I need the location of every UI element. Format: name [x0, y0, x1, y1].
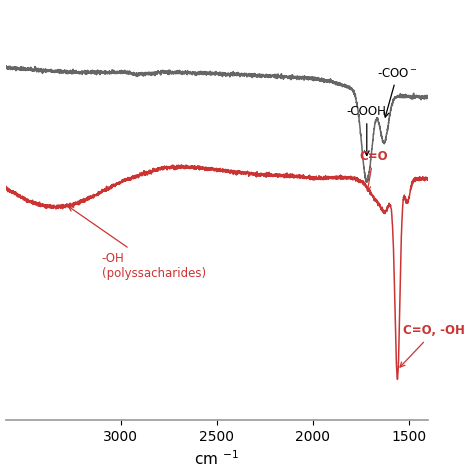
Text: C=O, -OH: C=O, -OH [400, 325, 465, 367]
Text: -OH
(polyssacharides): -OH (polyssacharides) [69, 207, 206, 280]
Text: -COOH: -COOH [347, 105, 387, 155]
X-axis label: cm $^{-1}$: cm $^{-1}$ [194, 450, 239, 468]
Text: -COO$^-$: -COO$^-$ [377, 67, 418, 117]
Text: C=O: C=O [359, 150, 388, 191]
